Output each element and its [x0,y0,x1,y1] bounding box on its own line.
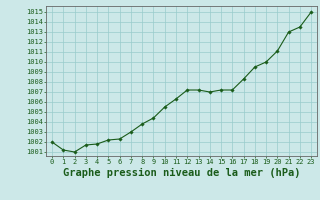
X-axis label: Graphe pression niveau de la mer (hPa): Graphe pression niveau de la mer (hPa) [63,168,300,178]
